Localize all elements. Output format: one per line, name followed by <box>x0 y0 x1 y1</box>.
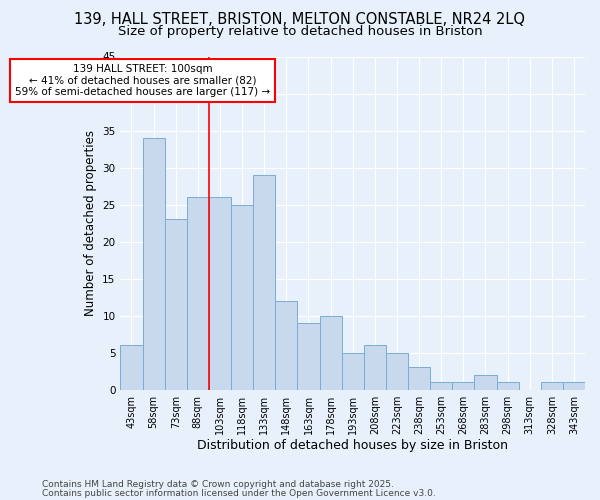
Bar <box>187 197 209 390</box>
Bar <box>497 382 518 390</box>
Bar <box>231 204 253 390</box>
Y-axis label: Number of detached properties: Number of detached properties <box>84 130 97 316</box>
Text: Contains HM Land Registry data © Crown copyright and database right 2025.: Contains HM Land Registry data © Crown c… <box>42 480 394 489</box>
Bar <box>275 301 298 390</box>
Bar <box>341 352 364 390</box>
Bar <box>452 382 475 390</box>
Text: Contains public sector information licensed under the Open Government Licence v3: Contains public sector information licen… <box>42 488 436 498</box>
Bar <box>298 323 320 390</box>
Text: 139, HALL STREET, BRISTON, MELTON CONSTABLE, NR24 2LQ: 139, HALL STREET, BRISTON, MELTON CONSTA… <box>74 12 526 28</box>
Bar <box>164 220 187 390</box>
X-axis label: Distribution of detached houses by size in Briston: Distribution of detached houses by size … <box>197 440 508 452</box>
Bar <box>143 138 164 390</box>
Bar <box>541 382 563 390</box>
Bar <box>408 368 430 390</box>
Bar <box>430 382 452 390</box>
Bar <box>386 352 408 390</box>
Bar <box>563 382 585 390</box>
Text: Size of property relative to detached houses in Briston: Size of property relative to detached ho… <box>118 25 482 38</box>
Bar <box>320 316 341 390</box>
Bar <box>364 346 386 390</box>
Bar <box>475 375 497 390</box>
Text: 139 HALL STREET: 100sqm
← 41% of detached houses are smaller (82)
59% of semi-de: 139 HALL STREET: 100sqm ← 41% of detache… <box>15 64 270 97</box>
Bar <box>209 197 231 390</box>
Bar <box>121 346 143 390</box>
Bar <box>253 175 275 390</box>
